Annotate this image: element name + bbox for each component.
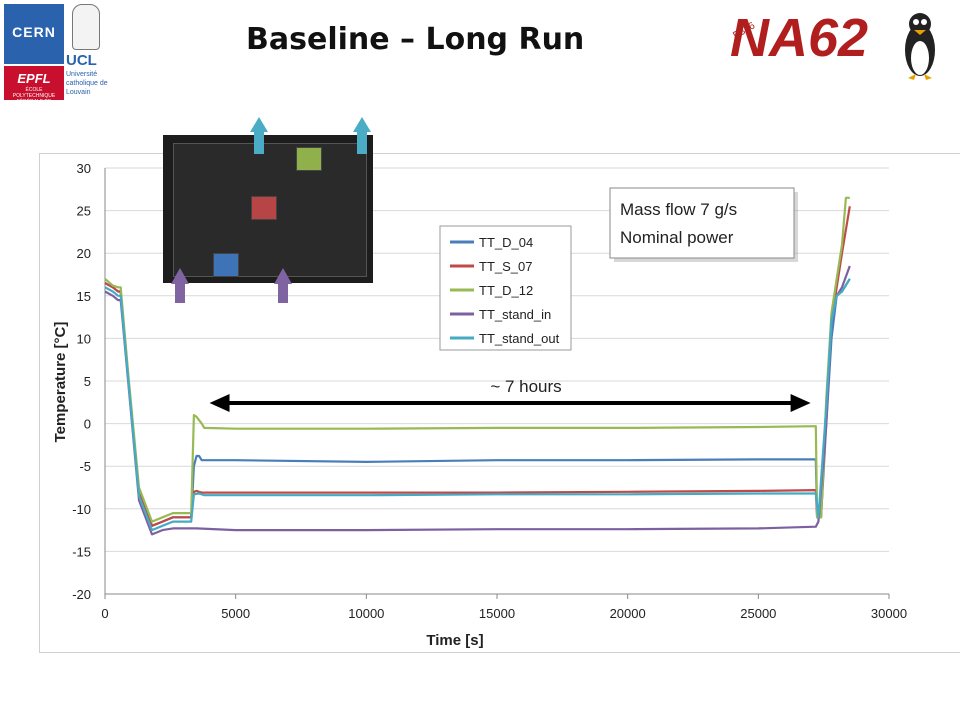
sensor-marker-blue [213, 253, 239, 277]
x-tick-label: 15000 [479, 606, 515, 621]
y-tick-label: 15 [77, 289, 91, 304]
cern-logo-text: CERN [12, 24, 56, 40]
sensor-marker-red [251, 196, 277, 220]
y-tick-label: 0 [84, 417, 91, 432]
y-tick-label: -15 [72, 544, 91, 559]
ucl-logo-subtext: Université catholique de Louvain [66, 71, 108, 96]
x-tick-label: 10000 [348, 606, 384, 621]
y-tick-label: 25 [77, 204, 91, 219]
series-line-tt-stand-out [104, 278, 851, 532]
epfl-logo-text: EPFL [17, 71, 51, 86]
duration-arrow-left-head [209, 394, 230, 412]
chart-legend: TT_D_04 TT_S_07 TT_D_12 TT_stand_in TT_stand… [439, 225, 572, 351]
y-tick-label: -20 [72, 587, 91, 602]
x-tick-labels: 0 5000 10000 15000 20000 25000 30000 [101, 606, 907, 621]
y-tick-label: 30 [77, 161, 91, 176]
inlet-arrow-up-icon [171, 268, 189, 303]
legend-label: TT_D_12 [479, 283, 533, 298]
slide-title: Baseline – Long Run [246, 22, 585, 57]
y-tick-label: 5 [84, 374, 91, 389]
y-tick-label: -10 [72, 502, 91, 517]
cern-logo: CERN [4, 4, 64, 64]
x-axis-title: Time [s] [426, 632, 483, 649]
y-axis-title: Temperature [°C] [52, 322, 69, 443]
chart-series [104, 196, 851, 536]
y-tick-labels: -20 -15 -10 -5 0 5 10 15 20 25 30 [72, 161, 91, 602]
y-tick-label: 20 [77, 246, 91, 261]
x-tick-label: 25000 [740, 606, 776, 621]
x-tick-label: 0 [101, 606, 108, 621]
na62-logo-text: NA62 [730, 8, 868, 68]
x-tick-label: 20000 [610, 606, 646, 621]
y-tick-label: -5 [79, 459, 91, 474]
detector-photo [163, 135, 373, 283]
y-tick-label: 10 [77, 331, 91, 346]
legend-label: TT_S_07 [479, 259, 532, 274]
legend-label: TT_D_04 [479, 235, 533, 250]
epfl-logo-subtext: ÉCOLE POLYTECHNIQUE FÉDÉRALE DE LAUSANNE [12, 87, 56, 111]
penguin-icon [905, 13, 935, 80]
mass-flow-line-1: Mass flow 7 g/s [620, 200, 737, 219]
x-tick-label: 30000 [871, 606, 907, 621]
inlet-arrow-up-icon [274, 268, 292, 303]
duration-annotation: ~ 7 hours [209, 377, 811, 412]
ucl-logo: UCL Université catholique de Louvain [66, 4, 108, 104]
ucl-crest-icon [72, 4, 100, 50]
duration-arrow-right-head [790, 394, 811, 412]
mass-flow-annotation: Mass flow 7 g/s Nominal power [609, 187, 798, 262]
mass-flow-line-2: Nominal power [620, 228, 734, 247]
epfl-logo: EPFL ÉCOLE POLYTECHNIQUE FÉDÉRALE DE LAU… [4, 66, 64, 111]
legend-label: TT_stand_in [479, 307, 551, 322]
na62-logo: NA62 NA62 P326 [730, 8, 935, 80]
sensor-marker-green [296, 147, 322, 171]
legend-label: TT_stand_out [479, 331, 560, 346]
x-tick-label: 5000 [221, 606, 250, 621]
outlet-arrow-up-icon [250, 117, 268, 154]
ucl-logo-text: UCL [66, 52, 97, 69]
outlet-arrow-up-icon [353, 117, 371, 154]
duration-label: ~ 7 hours [490, 377, 561, 396]
